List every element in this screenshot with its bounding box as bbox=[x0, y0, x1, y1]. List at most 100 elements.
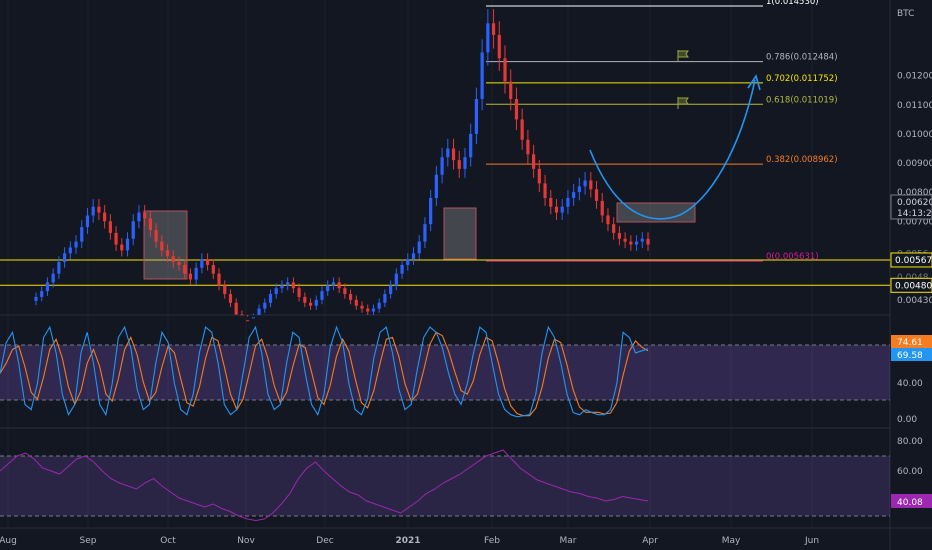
candle-body bbox=[503, 58, 507, 82]
candle-body bbox=[125, 238, 130, 251]
candle-body bbox=[623, 238, 627, 242]
candle-body bbox=[423, 224, 427, 242]
stoch-rsi-panel[interactable] bbox=[0, 325, 890, 418]
candle-body bbox=[394, 273, 398, 286]
flag-icon[interactable] bbox=[677, 50, 689, 62]
candle-body bbox=[337, 282, 341, 289]
candle-body bbox=[634, 241, 639, 245]
fib-level-label: 0(0.005631) bbox=[766, 252, 819, 262]
highlight-box-jan[interactable] bbox=[443, 207, 477, 260]
time-tick-label: Oct bbox=[160, 536, 176, 546]
candle-body bbox=[617, 232, 622, 239]
candle-body bbox=[440, 157, 444, 175]
time-tick-label: May bbox=[722, 536, 741, 546]
fibonacci-retracement[interactable]: 1(0.014530) 0.786(0.012484) 0.702(0.011752… bbox=[486, 0, 838, 262]
candle-body bbox=[183, 264, 187, 274]
candle-body bbox=[205, 259, 210, 265]
candle-body bbox=[143, 212, 147, 219]
stoch-k-value: 74.61 bbox=[897, 338, 923, 348]
stoch-d-line bbox=[0, 331, 649, 417]
stoch-k-line bbox=[0, 325, 649, 418]
candle-body bbox=[572, 192, 576, 198]
candle-body bbox=[57, 262, 61, 274]
candle-body bbox=[171, 256, 175, 263]
time-tick-label: Feb bbox=[484, 536, 500, 546]
candle-body bbox=[446, 148, 450, 158]
candle-body bbox=[434, 174, 438, 198]
projection-arrow-head bbox=[747, 74, 761, 91]
candle-body bbox=[577, 186, 581, 193]
candle-body bbox=[497, 34, 501, 59]
candle-body bbox=[640, 238, 644, 242]
candle-body bbox=[457, 160, 461, 169]
candle-body bbox=[526, 139, 530, 155]
candle-body bbox=[411, 253, 416, 260]
candle-body bbox=[366, 308, 370, 312]
price-panel[interactable]: 1(0.014530) 0.786(0.012484) 0.702(0.011752… bbox=[0, 0, 890, 322]
candle-body bbox=[91, 206, 95, 216]
candle-body bbox=[360, 305, 364, 309]
candlestick-series bbox=[34, 9, 650, 322]
candle-body bbox=[348, 294, 353, 300]
candle-body bbox=[389, 285, 393, 295]
time-axis[interactable]: Aug Sep Oct Nov Dec 2021 Feb Mar Apr May Jun bbox=[0, 536, 819, 546]
candle-body bbox=[377, 302, 381, 309]
candle-body bbox=[286, 282, 290, 286]
level-price-pill bbox=[890, 277, 932, 293]
candle-body bbox=[251, 317, 255, 319]
rsi-tick: 60.00 bbox=[897, 467, 923, 477]
fib-level-label: 0.382(0.008962) bbox=[766, 155, 838, 165]
candle-body bbox=[137, 212, 141, 222]
candle-body bbox=[51, 273, 55, 283]
candle-body bbox=[417, 241, 421, 254]
candle-body bbox=[131, 221, 135, 239]
candle-body bbox=[469, 133, 473, 158]
fib-level-label: 0.702(0.011752) bbox=[766, 74, 838, 84]
candle-body bbox=[108, 221, 112, 233]
highlight-boxes[interactable] bbox=[143, 202, 696, 280]
candle-body bbox=[120, 244, 124, 251]
candle-body bbox=[463, 157, 467, 169]
candle-body bbox=[85, 215, 90, 228]
candle-body bbox=[629, 241, 633, 245]
rsi-panel[interactable] bbox=[0, 449, 890, 522]
candle-body bbox=[646, 238, 650, 245]
candle-body bbox=[514, 98, 519, 120]
level-price-pill bbox=[890, 252, 932, 268]
horizontal-levels[interactable] bbox=[0, 259, 890, 286]
flag-icon[interactable] bbox=[677, 97, 689, 109]
candle-body bbox=[480, 52, 484, 99]
candle-body bbox=[62, 253, 67, 263]
rsi-axis[interactable]: 80.00 60.00 40.08 bbox=[891, 437, 932, 508]
candle-body bbox=[234, 302, 238, 315]
projection-arrow[interactable] bbox=[589, 79, 756, 220]
candle-body bbox=[594, 189, 599, 201]
fib-level-label: 0.618(0.011019) bbox=[766, 95, 838, 105]
time-tick-label: Jun bbox=[804, 536, 819, 546]
rsi-value-pill bbox=[891, 494, 932, 508]
candle-body bbox=[257, 308, 261, 315]
candle-body bbox=[583, 180, 587, 187]
candle-body bbox=[274, 288, 278, 295]
candle-body bbox=[406, 259, 410, 265]
candle-body bbox=[486, 23, 490, 53]
candle-body bbox=[291, 282, 295, 289]
rsi-band bbox=[0, 456, 890, 516]
fib-level-label: 1(0.014530) bbox=[766, 0, 819, 7]
candle-body bbox=[566, 197, 570, 207]
stoch-axis[interactable]: 74.61 69.58 40.00 0.00 bbox=[891, 335, 932, 425]
candle-body bbox=[491, 23, 496, 35]
candle-body bbox=[451, 148, 456, 161]
candle-body bbox=[331, 282, 336, 286]
time-tick-label: Aug bbox=[0, 536, 17, 546]
